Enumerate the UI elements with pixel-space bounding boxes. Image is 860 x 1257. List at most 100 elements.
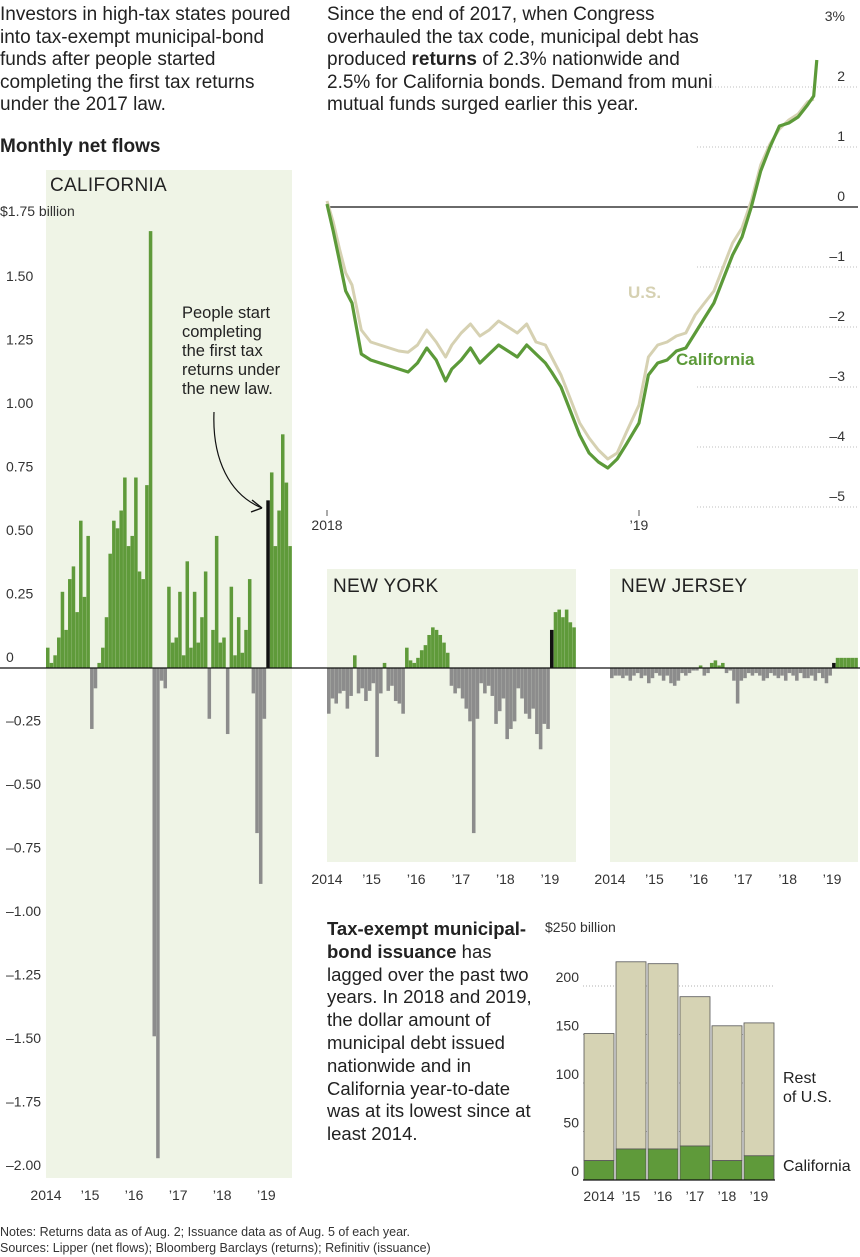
flow-bar <box>639 668 644 679</box>
flow-bar <box>112 520 116 668</box>
flow-bar <box>813 668 818 681</box>
flow-bar <box>356 668 361 694</box>
flow-bar <box>501 668 506 699</box>
flow-bar <box>635 668 640 674</box>
issuance-bar-rest <box>743 1022 775 1157</box>
flow-bar <box>93 668 98 689</box>
issuance-bar-california <box>615 1148 647 1181</box>
y-tick-label: –0.25 <box>6 713 41 729</box>
flow-bar <box>225 668 230 735</box>
issuance-bar-california <box>647 1148 679 1181</box>
y-tick-label: –1.25 <box>6 967 41 983</box>
flow-bar <box>613 668 618 676</box>
flow-bar <box>75 612 79 668</box>
new_york_flows-x-label: ’17 <box>451 871 470 887</box>
flow-bar <box>806 668 810 679</box>
flow-bar <box>269 472 274 668</box>
issuance-text-bold: Tax-exempt municipal-bond issuance <box>327 918 527 962</box>
flow-bar <box>460 668 465 699</box>
flow-bar <box>632 668 636 676</box>
returns-y-tick-label: 0 <box>837 188 845 204</box>
issuance-legend-rest: Rest <box>783 1070 816 1087</box>
flow-bar <box>371 668 376 684</box>
flow-bar <box>531 668 535 709</box>
returns-text-before: Since the end of 2017, when Congress ove… <box>327 4 699 70</box>
flow-bar <box>735 668 740 704</box>
issuance-description: Tax-exempt municipal-bond issuance has l… <box>327 918 532 1146</box>
flow-bar <box>353 655 357 668</box>
flow-bar <box>702 668 707 676</box>
flow-bar <box>523 668 528 714</box>
flow-bar <box>330 668 335 699</box>
new_jersey_flows-title: NEW JERSEY <box>621 576 748 597</box>
new_jersey_flows-x-label: ’15 <box>645 871 664 887</box>
flow-bar <box>497 668 502 712</box>
flow-bar <box>71 566 76 668</box>
flow-bar <box>408 660 413 668</box>
flow-bar <box>854 657 858 668</box>
flow-bar <box>123 477 127 668</box>
flow-bar <box>561 617 565 668</box>
flow-bar <box>192 591 197 668</box>
flow-bar <box>218 642 223 668</box>
returns-label-california: California <box>676 350 755 369</box>
issuance-y-tick-label: 150 <box>556 1018 580 1034</box>
flow-bar <box>743 668 747 679</box>
california_flows-title: CALIFORNIA <box>50 175 167 196</box>
y-tick-label: 0 <box>6 649 14 665</box>
returns-y-tick-label: –1 <box>829 248 845 264</box>
returns-text-bold: returns <box>411 49 477 70</box>
flow-bar <box>251 668 256 694</box>
y-tick-label: 1.00 <box>6 395 33 411</box>
flow-bar <box>360 668 365 689</box>
flow-bar <box>53 655 57 668</box>
issuance-bar-rest <box>679 996 711 1147</box>
flow-bar <box>457 668 461 689</box>
y-tick-label: –1.75 <box>6 1094 41 1110</box>
flow-bar <box>724 668 729 674</box>
issuance-y-tick-label: 50 <box>563 1115 579 1131</box>
flow-bar <box>787 668 792 674</box>
flow-bar <box>375 668 379 757</box>
flow-bar <box>669 668 673 684</box>
returns-y-tick-label: –3 <box>829 368 845 384</box>
new_york_flows-shade <box>327 569 576 862</box>
flow-bar <box>273 546 278 668</box>
issuance-y-tick-label: 100 <box>556 1066 580 1082</box>
flow-bar <box>850 657 855 668</box>
flow-bar <box>557 609 561 668</box>
flow-bar <box>546 668 550 729</box>
flow-bar <box>835 657 840 668</box>
flow-bar <box>379 668 383 694</box>
flow-bar <box>746 668 751 674</box>
flow-bar <box>445 652 450 668</box>
returns-y-tick-label: –5 <box>829 488 845 504</box>
flow-bar <box>449 668 454 686</box>
new_york_flows-x-label: ’15 <box>362 871 381 887</box>
flow-bar <box>211 629 215 668</box>
flow-bar <box>101 647 105 668</box>
annotation-line: the new law. <box>182 380 273 398</box>
flow-bar <box>832 662 836 668</box>
annotation-arrowhead <box>250 499 263 513</box>
flow-bar <box>60 591 65 668</box>
issuance-y-tick-label: 0 <box>571 1163 579 1179</box>
flow-bar <box>527 668 532 719</box>
flow-bar <box>795 668 799 681</box>
flow-bar <box>475 668 480 719</box>
flow-bar <box>624 668 629 676</box>
flow-bar <box>86 535 90 668</box>
flow-bar <box>553 612 558 668</box>
flow-bar <box>721 662 725 668</box>
flow-bar <box>665 668 670 676</box>
flow-bar <box>820 668 825 679</box>
flow-bar <box>236 617 241 668</box>
intro-text: Investors in high-tax states poured into… <box>0 4 291 115</box>
flow-bar <box>650 668 655 679</box>
flow-bar <box>364 668 368 702</box>
y-tick-label: 0.25 <box>6 586 33 602</box>
issuance-legend-california: California <box>783 1158 851 1175</box>
flow-bar <box>490 668 495 696</box>
flow-bar <box>783 668 788 681</box>
